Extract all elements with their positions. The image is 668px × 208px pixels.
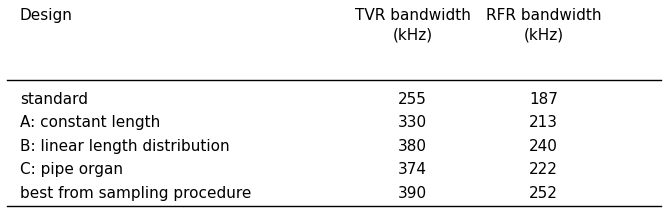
Text: RFR bandwidth
(kHz): RFR bandwidth (kHz) xyxy=(486,8,601,43)
Text: 255: 255 xyxy=(398,92,427,107)
Text: standard: standard xyxy=(20,92,88,107)
Text: TVR bandwidth
(kHz): TVR bandwidth (kHz) xyxy=(355,8,470,43)
Text: 240: 240 xyxy=(529,139,558,154)
Text: 390: 390 xyxy=(398,186,427,201)
Text: 374: 374 xyxy=(398,162,427,177)
Text: C: pipe organ: C: pipe organ xyxy=(20,162,123,177)
Text: 222: 222 xyxy=(529,162,558,177)
Text: best from sampling procedure: best from sampling procedure xyxy=(20,186,251,201)
Text: 380: 380 xyxy=(398,139,427,154)
Text: Design: Design xyxy=(20,8,73,23)
Text: 213: 213 xyxy=(529,115,558,130)
Text: A: constant length: A: constant length xyxy=(20,115,160,130)
Text: 330: 330 xyxy=(398,115,427,130)
Text: 252: 252 xyxy=(529,186,558,201)
Text: 187: 187 xyxy=(529,92,558,107)
Text: B: linear length distribution: B: linear length distribution xyxy=(20,139,229,154)
